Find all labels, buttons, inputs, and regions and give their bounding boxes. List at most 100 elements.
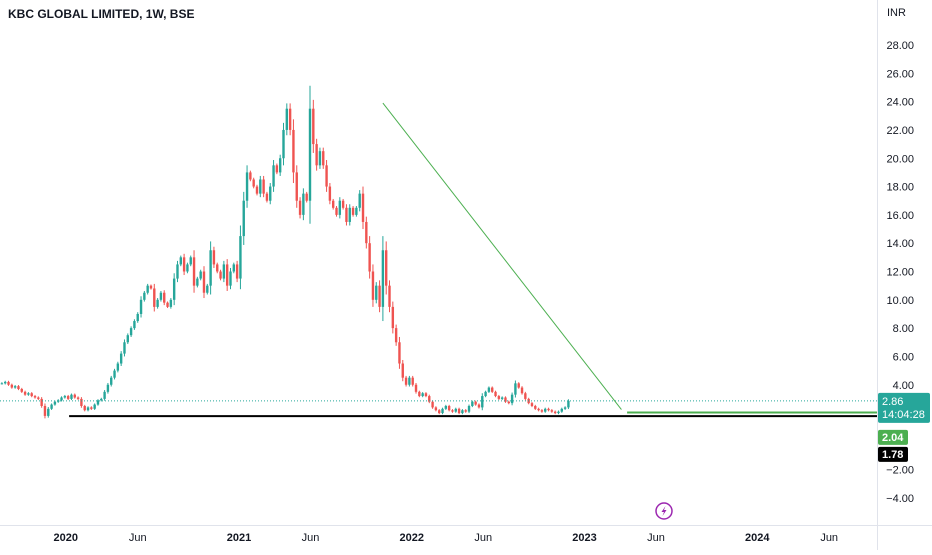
candle-body xyxy=(355,208,357,215)
candle-body xyxy=(561,409,563,412)
candle-body xyxy=(564,407,566,408)
candle-down xyxy=(44,404,46,419)
candle-body xyxy=(173,279,175,300)
candle-body xyxy=(296,172,298,200)
candle-body xyxy=(514,383,516,394)
y-tick-label: 26.00 xyxy=(886,68,914,80)
candle-down xyxy=(153,284,155,312)
candle-body xyxy=(534,406,536,409)
candle-up xyxy=(64,395,66,399)
candle-body xyxy=(352,208,354,215)
candle-body xyxy=(498,396,500,399)
candle-body xyxy=(392,307,394,328)
candle-body xyxy=(524,393,526,399)
x-tick-label: 2020 xyxy=(54,532,78,544)
candle-body xyxy=(163,293,165,303)
candle-down xyxy=(541,409,543,413)
candle-down xyxy=(378,280,380,312)
candle-body xyxy=(345,208,347,222)
candle-body xyxy=(441,409,443,413)
candle-up xyxy=(143,291,145,302)
candle-up xyxy=(14,385,16,389)
candle-body xyxy=(137,314,139,321)
candle-body xyxy=(279,158,281,172)
candle-up xyxy=(514,381,516,398)
candle-up xyxy=(282,123,284,165)
candle-up xyxy=(209,241,211,294)
candle-down xyxy=(34,395,36,399)
candle-up xyxy=(87,406,89,411)
candle-body xyxy=(266,194,268,201)
candle-up xyxy=(133,319,135,330)
candle-up xyxy=(27,392,29,396)
candle-down xyxy=(77,396,79,400)
candle-down xyxy=(67,395,69,400)
candle-body xyxy=(289,109,291,130)
event-icon-bolt xyxy=(662,506,667,516)
candle-body xyxy=(302,194,304,215)
candle-down xyxy=(31,392,33,397)
currency-label: INR xyxy=(887,7,906,19)
candle-body xyxy=(259,179,261,193)
candle-up xyxy=(50,403,52,410)
candle-up xyxy=(233,263,235,274)
candle-body xyxy=(465,410,467,411)
candle-body xyxy=(402,364,404,378)
x-tick-label: 2022 xyxy=(400,532,424,544)
candle-up xyxy=(339,197,341,218)
y-tick-label: 28.00 xyxy=(886,40,914,52)
candle-body xyxy=(262,179,264,193)
candle-down xyxy=(362,187,364,229)
candle-down xyxy=(342,199,344,210)
y-tick-label: 6.00 xyxy=(893,351,914,363)
candle-down xyxy=(266,192,268,203)
candle-body xyxy=(110,378,112,385)
x-tick-label: 2023 xyxy=(572,532,596,544)
candle-up xyxy=(176,261,178,282)
candle-body xyxy=(80,399,82,406)
candle-up xyxy=(146,284,148,295)
candle-up xyxy=(511,393,513,406)
candle-body xyxy=(186,264,188,271)
candle-body xyxy=(292,130,294,172)
candle-body xyxy=(365,222,367,243)
candle-body xyxy=(143,293,145,300)
candle-body xyxy=(332,201,334,208)
y-tick-label: 16.00 xyxy=(886,210,914,222)
candle-down xyxy=(491,386,493,393)
candle-up xyxy=(243,192,245,245)
candle-body xyxy=(236,264,238,278)
candle-body xyxy=(339,201,341,215)
candle-up xyxy=(113,369,115,380)
lightning-bolt-icon[interactable] xyxy=(656,503,672,519)
candle-down xyxy=(37,396,39,400)
candle-up xyxy=(196,277,198,288)
candle-down xyxy=(531,402,533,407)
x-tick-label: 2021 xyxy=(227,532,251,544)
candle-down xyxy=(252,178,254,189)
candle-up xyxy=(349,204,351,225)
candle-up xyxy=(544,408,546,413)
x-axis: 2020 Jun 2021 Jun 2022 Jun 2023 Jun 2024 Jun xyxy=(54,503,839,544)
candle-body xyxy=(156,300,158,307)
candle-body xyxy=(511,395,513,403)
candle-up xyxy=(484,391,486,398)
candle-body xyxy=(243,201,245,236)
candle-body xyxy=(229,272,231,286)
candle-body xyxy=(408,378,410,385)
candle-body xyxy=(166,303,168,307)
candle-body xyxy=(226,264,228,285)
candle-up xyxy=(421,392,423,397)
candle-body xyxy=(219,272,221,279)
candle-down xyxy=(345,204,347,225)
candle-body xyxy=(398,342,400,363)
candle-up xyxy=(408,376,410,387)
candle-body xyxy=(531,403,533,406)
candle-body xyxy=(541,410,543,411)
candle-down xyxy=(163,290,165,305)
countdown-timer: 14:04:28 xyxy=(882,409,925,421)
candle-down xyxy=(236,261,238,282)
